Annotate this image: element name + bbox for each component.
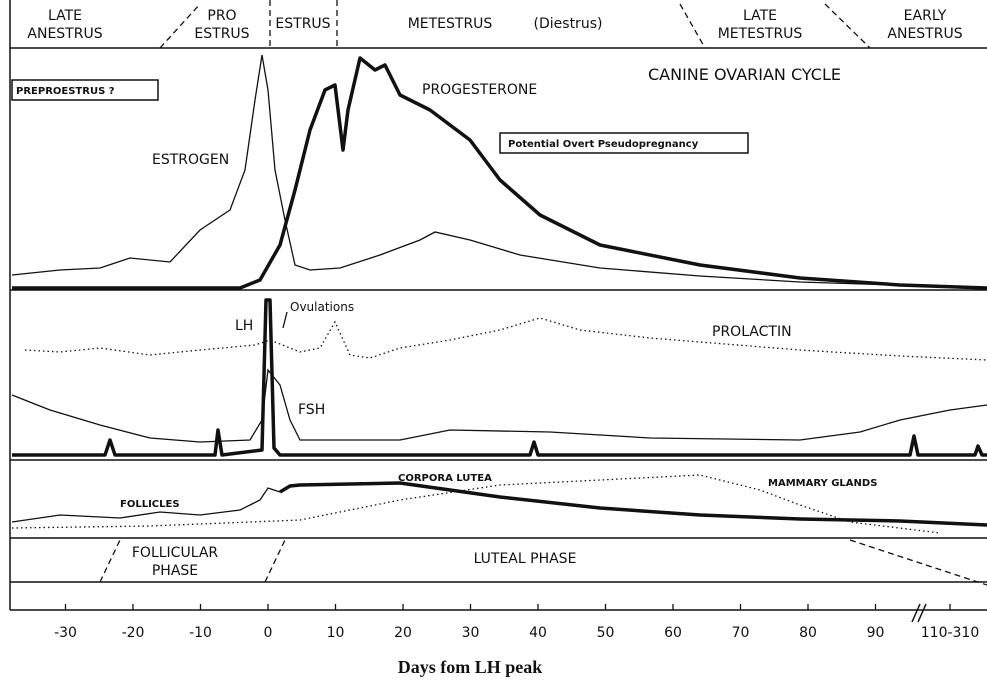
phase-label: LUTEAL PHASE xyxy=(474,551,577,567)
phase-label: ESTRUS xyxy=(194,26,249,42)
lh-curve xyxy=(12,298,987,457)
phase-label: LATE xyxy=(743,8,777,24)
curves xyxy=(11,54,987,534)
corpora-lutea-curve xyxy=(279,481,987,527)
x-tick-label: 80 xyxy=(799,625,817,641)
curve-label: LH xyxy=(235,318,253,334)
curve-label: FSH xyxy=(298,402,325,418)
x-tick-label: -10 xyxy=(189,625,212,641)
curve-label: MAMMARY GLANDS xyxy=(768,478,877,489)
phase-label: LATE xyxy=(48,8,82,24)
x-tick-label: -20 xyxy=(122,625,145,641)
phase-label: ESTRUS xyxy=(275,16,330,32)
phase-label: METESTRUS xyxy=(408,16,493,32)
phase-label: PRO xyxy=(207,8,236,24)
x-tick-label: 50 xyxy=(597,625,615,641)
phase-label: METESTRUS xyxy=(718,26,803,42)
x-tick-label: 60 xyxy=(664,625,682,641)
x-tick-label: 10 xyxy=(327,625,345,641)
curve-label: Ovulations xyxy=(290,300,354,314)
box xyxy=(499,132,749,154)
curve-label: FOLLICLES xyxy=(120,499,180,510)
phase-label: EARLY xyxy=(904,8,947,24)
phase-label: FOLLICULAR xyxy=(132,545,219,561)
box xyxy=(11,79,159,101)
x-axis-label: Days fom LH peak xyxy=(398,657,543,677)
follicles-curve xyxy=(11,487,281,523)
phase-label: ANESTRUS xyxy=(27,26,102,42)
x-ticks: -30 -20 -10 0 10 20 30 40 50 60 70 80 90 110-310 xyxy=(54,604,979,641)
x-tick-label: 110-310 xyxy=(921,625,980,641)
curve-label: PROGESTERONE xyxy=(422,82,537,98)
x-tick-label: 40 xyxy=(529,625,547,641)
phase-label: ANESTRUS xyxy=(887,26,962,42)
fsh-curve xyxy=(11,368,987,443)
title: CANINE OVARIAN CYCLE xyxy=(648,65,841,84)
x-tick-label: 90 xyxy=(867,625,885,641)
phase-label: PHASE xyxy=(152,563,198,579)
x-tick-label: 70 xyxy=(732,625,750,641)
progesterone-curve xyxy=(12,56,987,290)
x-tick-label: 0 xyxy=(264,625,273,641)
box-label: PREPROESTRUS ? xyxy=(16,86,115,97)
x-tick-label: -30 xyxy=(54,625,77,641)
curve-label: PROLACTIN xyxy=(712,324,792,340)
phase-label: (Diestrus) xyxy=(534,16,603,32)
frame xyxy=(9,0,987,623)
estrogen-curve xyxy=(11,54,987,289)
curve-label: CORPORA LUTEA xyxy=(398,473,492,484)
x-tick-label: 20 xyxy=(394,625,412,641)
x-tick-label: 30 xyxy=(462,625,480,641)
prolactin-curve xyxy=(24,317,987,361)
box-label: Potential Overt Pseudopregnancy xyxy=(508,139,699,150)
curve-label: ESTROGEN xyxy=(152,152,229,168)
